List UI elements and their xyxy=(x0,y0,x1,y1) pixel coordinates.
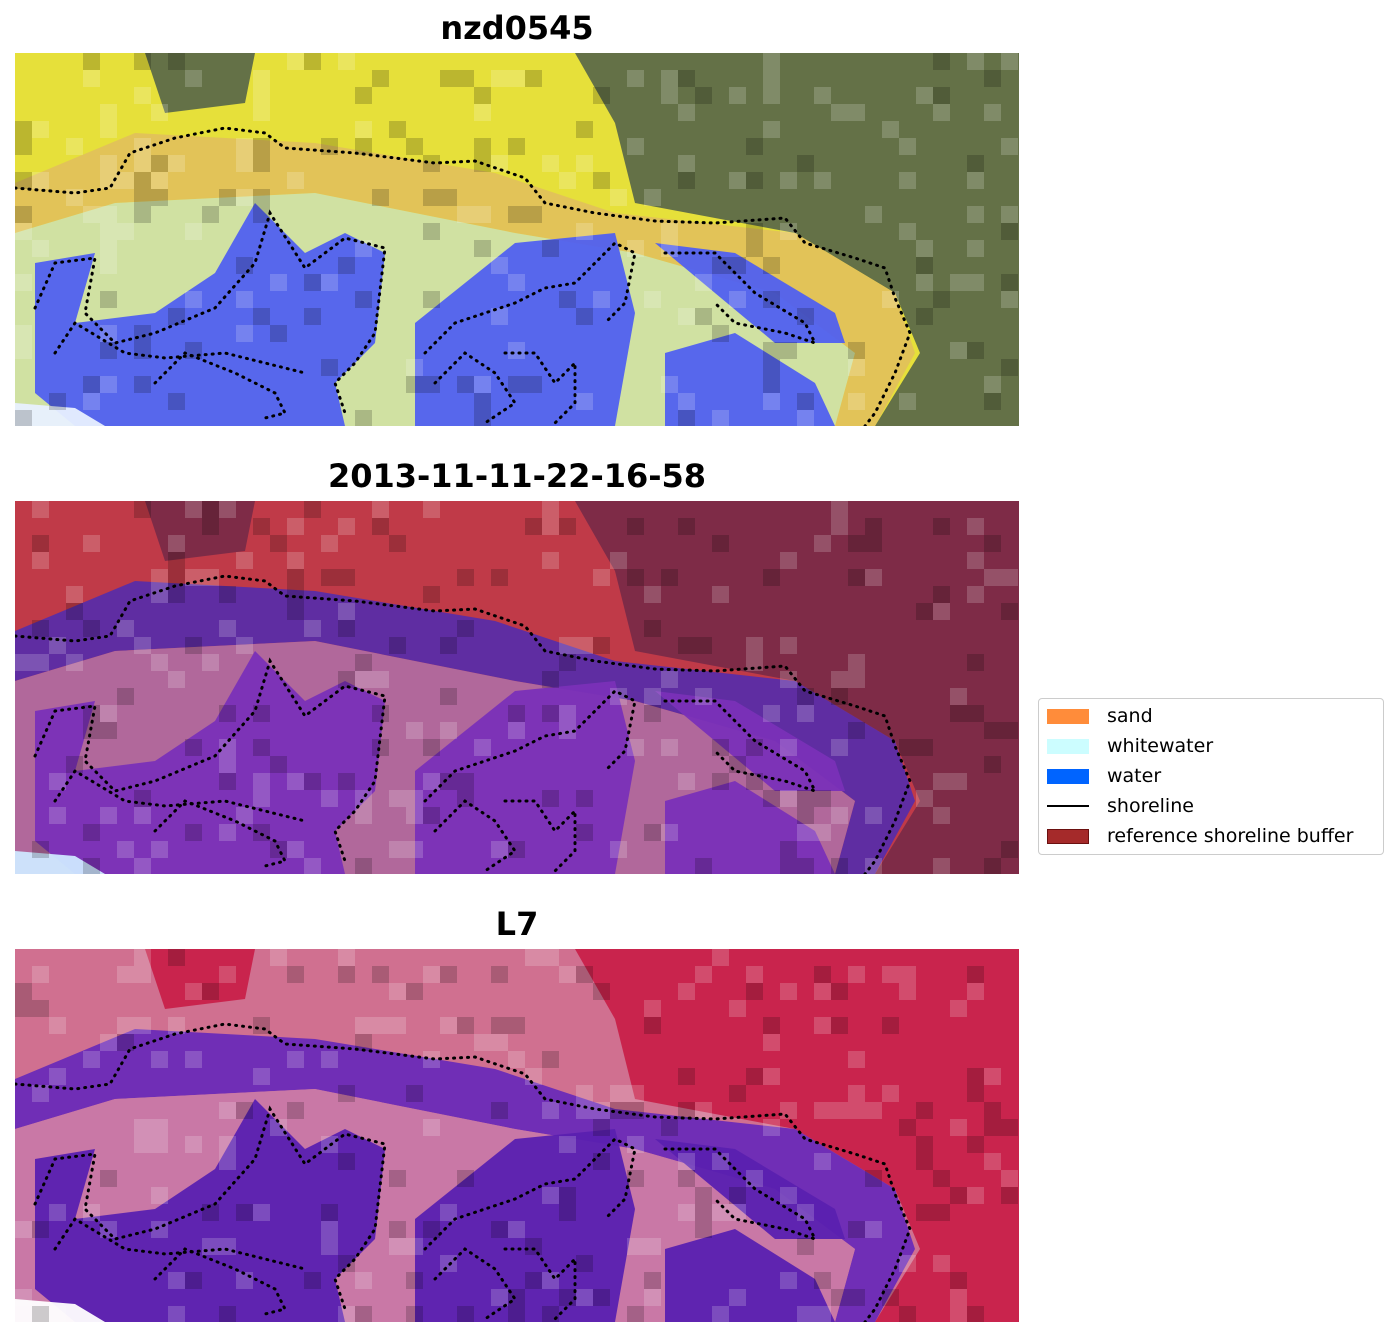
buffer-swatch xyxy=(1047,828,1089,844)
water-swatch xyxy=(1047,768,1089,784)
classified-image xyxy=(15,501,1019,874)
legend-item-water: water xyxy=(1047,765,1161,787)
legend-label: water xyxy=(1107,765,1162,787)
legend-item-buffer: reference shoreline buffer xyxy=(1047,825,1353,847)
panel-title-2: 2013-11-11-22-16-58 xyxy=(327,457,707,495)
legend-label: whitewater xyxy=(1107,735,1214,757)
legend-label: shoreline xyxy=(1107,795,1194,817)
whitewater-swatch xyxy=(1047,738,1089,754)
legend-item-whitewater: whitewater xyxy=(1047,735,1213,757)
legend-item-shoreline: shoreline xyxy=(1047,795,1194,817)
legend-label: reference shoreline buffer xyxy=(1107,825,1354,847)
legend-item-sand: sand xyxy=(1047,705,1153,727)
shoreline-line-swatch xyxy=(1047,805,1089,807)
sand-swatch xyxy=(1047,708,1089,724)
panel-title-1: nzd0545 xyxy=(440,9,594,47)
satellite-rgb-image xyxy=(15,53,1019,426)
legend-label: sand xyxy=(1107,705,1153,727)
legend: sand whitewater water shoreline referenc… xyxy=(1038,698,1384,855)
false-color-image xyxy=(15,949,1019,1322)
panel-title-3: L7 xyxy=(495,905,539,943)
